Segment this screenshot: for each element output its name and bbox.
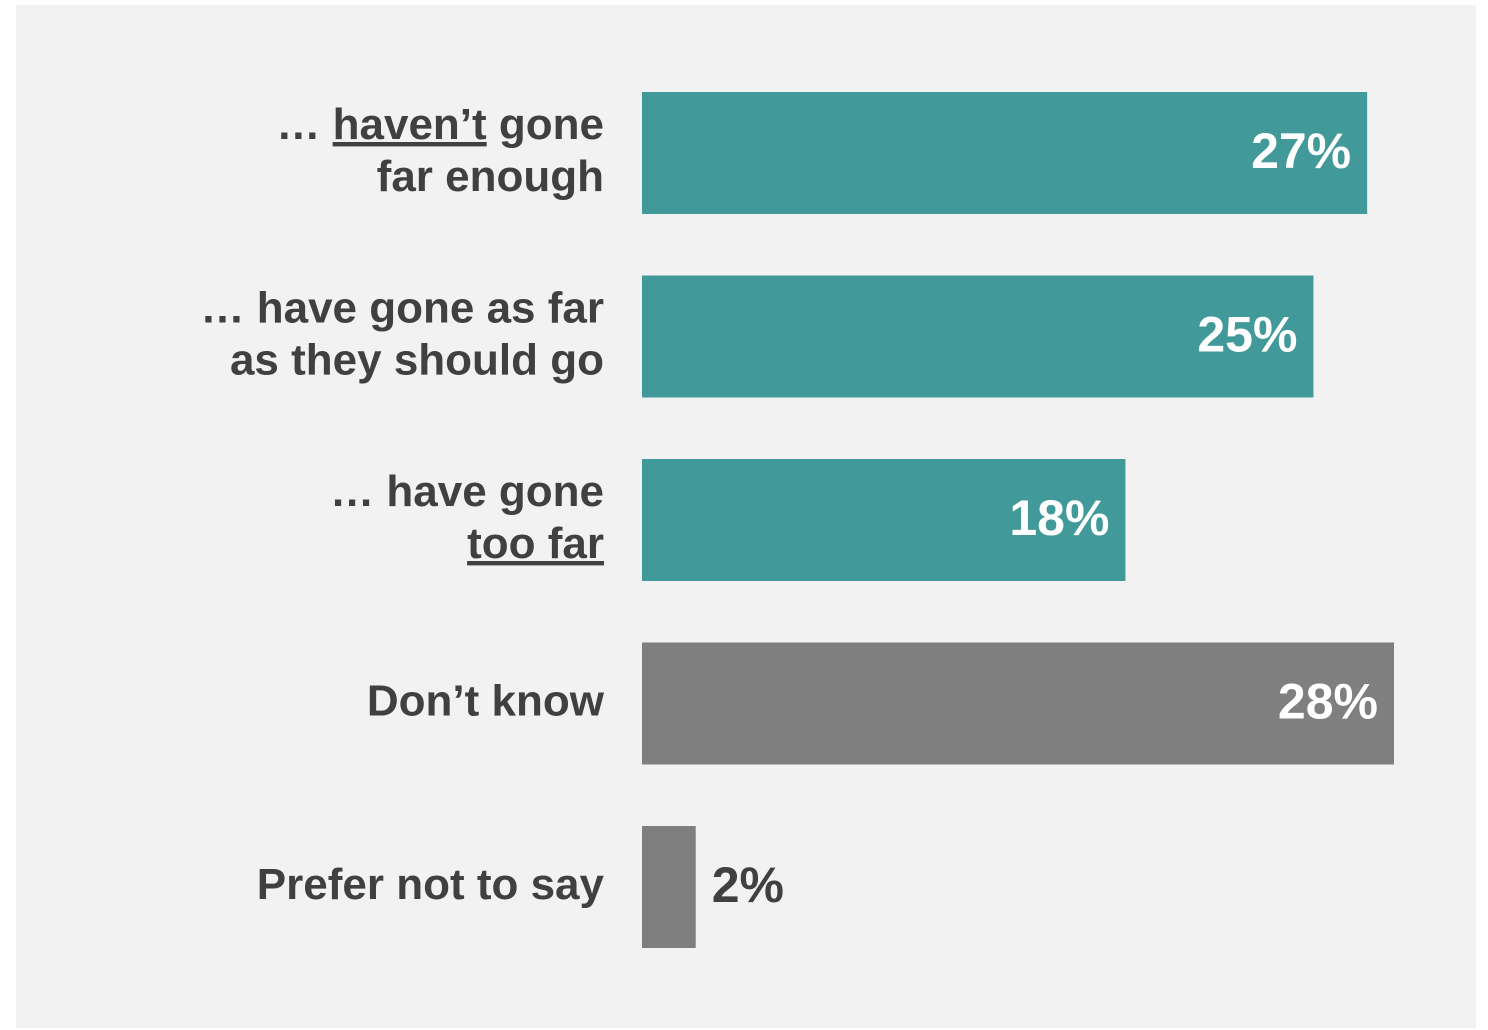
value-label: 25% <box>1197 307 1297 363</box>
value-label: 28% <box>1278 674 1378 730</box>
value-label: 18% <box>1009 490 1109 546</box>
category-label: Don’t know <box>367 676 605 725</box>
value-label: 2% <box>712 857 784 913</box>
value-label: 27% <box>1251 123 1351 179</box>
bar <box>642 275 1314 398</box>
bar <box>642 92 1368 214</box>
bar <box>642 459 1126 581</box>
category-label: … have gone as far as they should go <box>201 283 604 384</box>
category-label: … haven’t gone far enough <box>276 100 604 201</box>
bar <box>642 826 696 948</box>
bar <box>642 642 1394 765</box>
category-label: … have gone too far <box>330 467 604 568</box>
category-label: Prefer not to say <box>257 860 605 909</box>
